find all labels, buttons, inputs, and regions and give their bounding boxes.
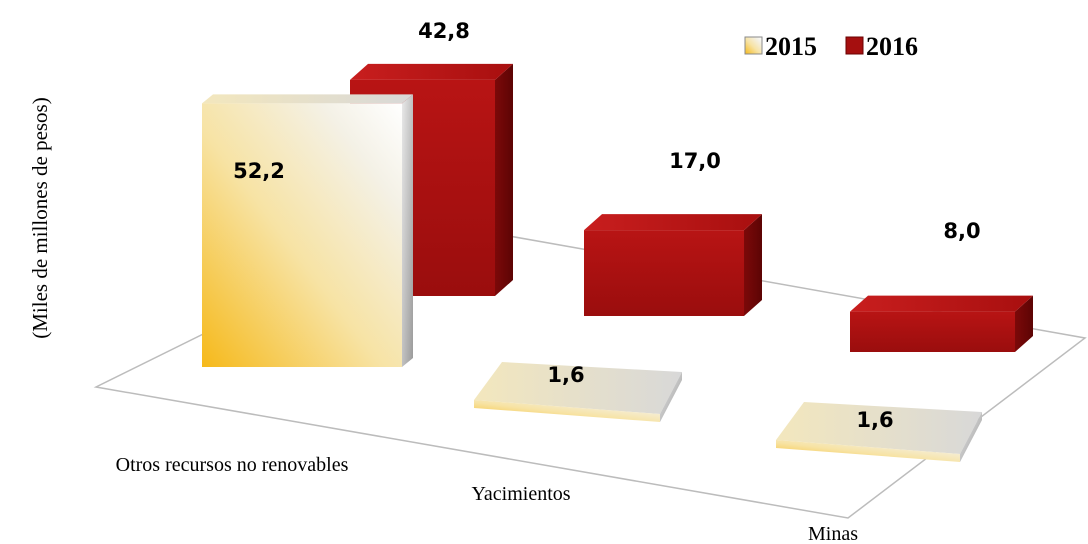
series-2015-bars bbox=[202, 94, 982, 462]
bar-2015-2-side bbox=[660, 372, 682, 422]
category-label-minas: Minas bbox=[808, 523, 858, 544]
legend-label-2015: 2015 bbox=[765, 32, 817, 61]
bar-2016-2 bbox=[584, 230, 744, 316]
category-label-otros: Otros recursos no renovables bbox=[116, 454, 349, 476]
bar-2016-2-side bbox=[744, 214, 762, 316]
bar-2015-1-top bbox=[202, 94, 413, 104]
bar-2015-2-group bbox=[474, 362, 682, 422]
bar-2016-1-top bbox=[350, 63, 513, 80]
data-label-2016-3: 8,0 bbox=[943, 219, 980, 243]
data-labels: 52,2 1,6 1,6 42,8 17,0 8,0 bbox=[233, 19, 981, 432]
bar-2016-2-top bbox=[584, 214, 762, 231]
legend-swatch-2015 bbox=[744, 36, 763, 55]
bar-2015-3-top bbox=[776, 402, 982, 454]
bar-2015-1 bbox=[202, 103, 402, 367]
bar-2015-3 bbox=[776, 440, 960, 462]
legend-label-2016: 2016 bbox=[866, 32, 918, 61]
data-label-2015-3: 1,6 bbox=[856, 408, 893, 432]
data-label-2015-2: 1,6 bbox=[547, 363, 584, 387]
legend-swatch-2016 bbox=[845, 36, 864, 55]
bar-2016-3-top bbox=[850, 295, 1033, 312]
y-axis-label: (Miles de millones de pesos) bbox=[28, 97, 52, 338]
bar-2015-3-group bbox=[776, 402, 982, 462]
bar-2015-2 bbox=[474, 400, 660, 422]
bar-2016-1-side bbox=[495, 63, 513, 296]
data-label-2016-1: 42,8 bbox=[418, 19, 470, 43]
legend: 2015 2016 bbox=[744, 32, 918, 61]
bar-2015-3-side bbox=[960, 412, 982, 462]
category-label-yacimientos: Yacimientos bbox=[471, 483, 570, 505]
bar-2016-3 bbox=[850, 311, 1015, 352]
bar-2016-3-side bbox=[1015, 295, 1033, 352]
bar-2015-2-top bbox=[474, 362, 682, 414]
bar-2015-1-side bbox=[402, 94, 413, 367]
data-label-2016-2: 17,0 bbox=[669, 149, 721, 173]
data-label-2015-1: 52,2 bbox=[233, 159, 285, 183]
